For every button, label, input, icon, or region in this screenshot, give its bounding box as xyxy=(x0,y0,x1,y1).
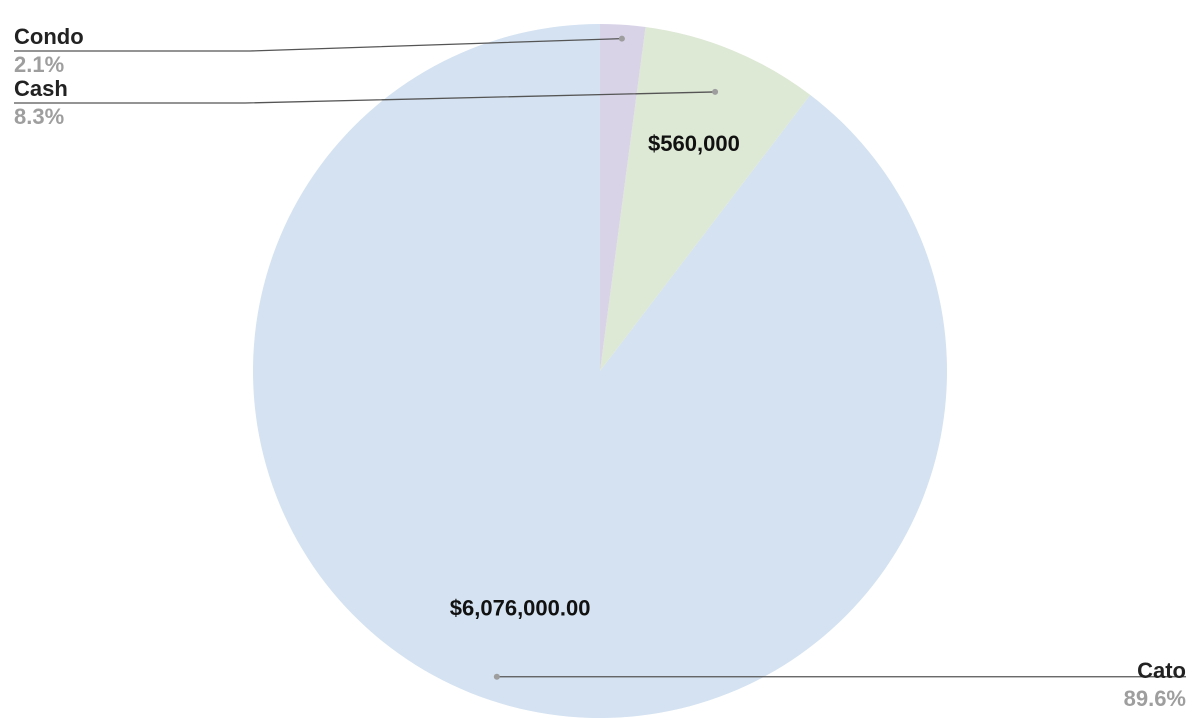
data-label-cato: $6,076,000.00 xyxy=(450,596,591,621)
leader-dot-condo xyxy=(618,35,625,42)
pie-slice-cash xyxy=(600,27,811,372)
slice-name-cato: Cato xyxy=(1137,658,1186,683)
leader-dot-cash xyxy=(712,88,719,95)
pie-value-labels: $6,076,000.00 $560,000 xyxy=(450,131,740,620)
data-label-cash: $560,000 xyxy=(648,131,740,156)
leader-line-cash xyxy=(14,91,716,104)
pie-slice-condo xyxy=(600,24,646,371)
slice-percent-cash: 8.3% xyxy=(14,104,64,129)
leader-line-condo xyxy=(14,37,622,52)
slice-percent-condo: 2.1% xyxy=(14,52,64,77)
pie-callouts: Cato 89.6% Cash 8.3% Condo 2.1% xyxy=(14,24,1186,711)
leader-dot-cato xyxy=(493,673,500,680)
slice-name-cash: Cash xyxy=(14,76,68,101)
slice-percent-cato: 89.6% xyxy=(1124,686,1186,711)
slice-name-condo: Condo xyxy=(14,24,84,49)
pie-slices xyxy=(252,24,948,718)
